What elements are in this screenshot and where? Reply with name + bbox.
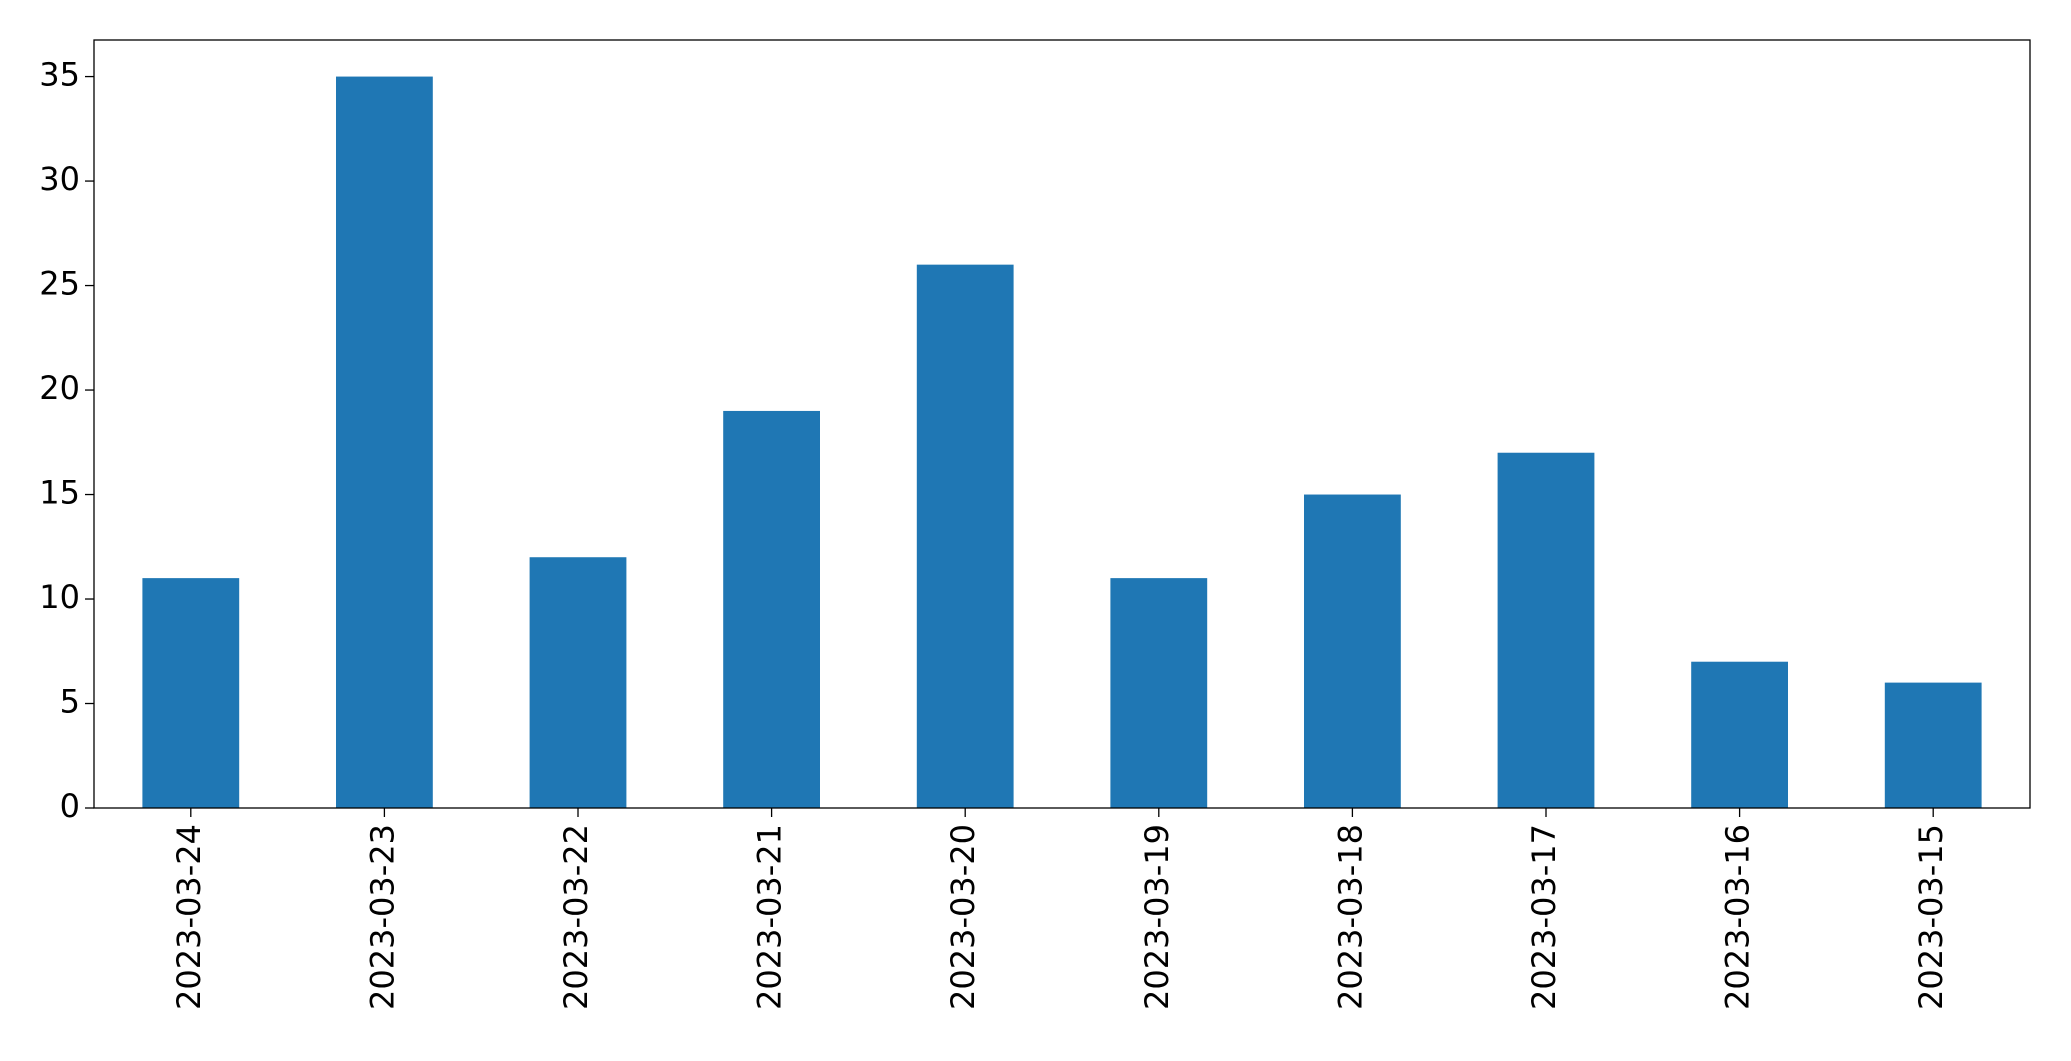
bar [1110, 578, 1208, 808]
y-tick-label: 20 [39, 369, 80, 407]
x-tick-label: 2023-03-23 [363, 824, 401, 1010]
y-tick-label: 5 [60, 683, 80, 721]
bar [336, 76, 433, 809]
y-tick-label: 30 [39, 160, 80, 198]
bar [1691, 661, 1788, 808]
x-tick-label: 2023-03-19 [1138, 824, 1176, 1010]
y-tick-label: 25 [39, 265, 80, 303]
y-tick-label: 15 [39, 474, 80, 512]
y-tick-label: 0 [60, 787, 80, 825]
x-tick-label: 2023-03-16 [1719, 824, 1757, 1010]
bar [142, 578, 240, 808]
bar [723, 410, 820, 808]
plot-frame [93, 39, 2031, 809]
bar [529, 557, 627, 808]
x-tick-label: 2023-03-15 [1912, 824, 1950, 1010]
bar [1497, 452, 1595, 808]
x-tick-label: 2023-03-18 [1331, 824, 1369, 1010]
x-tick-label: 2023-03-20 [944, 824, 982, 1010]
x-tick-label: 2023-03-24 [170, 824, 208, 1010]
bar [916, 264, 1014, 808]
bar [1884, 682, 1982, 808]
x-tick-label: 2023-03-17 [1525, 824, 1563, 1010]
y-tick-label: 10 [39, 578, 80, 616]
x-tick-label: 2023-03-21 [751, 824, 789, 1010]
bar [1304, 494, 1401, 808]
y-tick-label: 35 [39, 56, 80, 94]
x-tick-label: 2023-03-22 [557, 824, 595, 1010]
